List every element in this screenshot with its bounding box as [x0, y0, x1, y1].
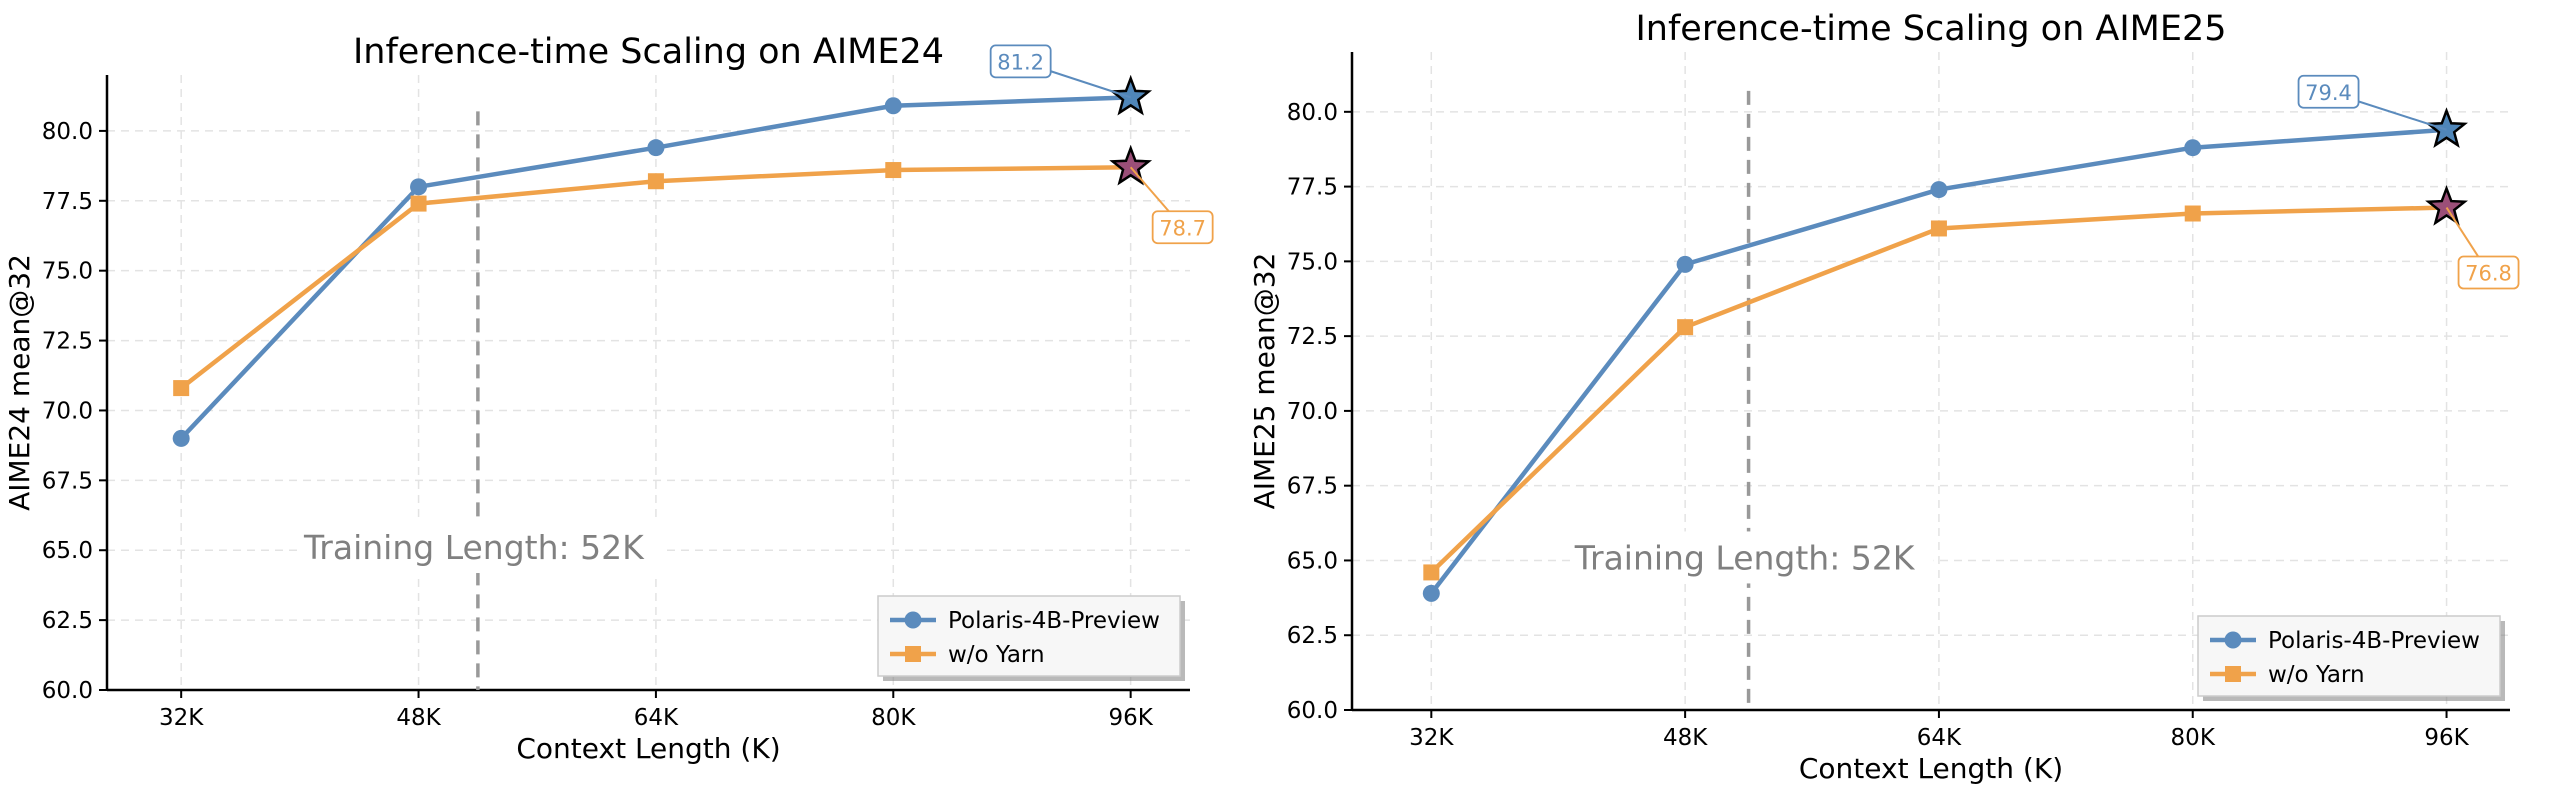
x-tick-label: 80K [871, 705, 916, 731]
data-point-yarn [173, 380, 190, 397]
y-tick-label: 67.5 [1287, 474, 1338, 500]
data-point-yarn [410, 195, 427, 212]
y-tick-label: 60.0 [42, 678, 93, 704]
data-point-yarn [1677, 319, 1694, 336]
data-point-polaris [410, 178, 428, 196]
y-tick-label: 72.5 [1287, 324, 1338, 350]
star-marker-yarn [2425, 184, 2468, 226]
x-axis-label: Context Length (K) [516, 732, 780, 765]
legend-marker-polaris [2224, 631, 2242, 649]
x-tick-label: 64K [634, 705, 679, 731]
y-tick-label: 70.0 [1287, 399, 1338, 425]
chart-title: Inference-time Scaling on AIME25 [1635, 9, 2226, 49]
training-length-label-bg [1573, 531, 1934, 584]
x-axis-label: Context Length (K) [1799, 752, 2063, 785]
training-length-label: Training Length: 52K [303, 528, 645, 567]
x-tick-label: 32K [1409, 725, 1454, 751]
y-tick-label: 77.5 [1287, 175, 1338, 201]
data-point-polaris [1930, 181, 1948, 199]
legend-marker-yarn [2225, 666, 2241, 682]
x-tick-label: 48K [396, 705, 441, 731]
data-point-yarn [647, 173, 664, 190]
chart-aime25: 60.0 62.5 65.0 67.5 70.0 72.5 75.0 77.5 80.0 32K 4… [1250, 9, 2520, 785]
data-point-polaris [2184, 139, 2202, 157]
annotation-label: 76.8 [2465, 262, 2512, 286]
x-tick-label: 96K [1108, 705, 1153, 731]
annotation-box [2297, 74, 2360, 109]
y-tick-label: 67.5 [42, 468, 93, 494]
legend-label: Polaris-4B-Preview [948, 608, 1160, 634]
legend-box [2197, 615, 2501, 697]
chart-title: Inference-time Scaling on AIME24 [353, 32, 944, 72]
y-tick-label: 75.0 [42, 259, 93, 285]
y-axis-label: AIME25 mean@32 [1250, 253, 1281, 510]
annotation-box [2457, 255, 2520, 290]
x-tick-label: 64K [1917, 725, 1962, 751]
y-tick-label: 62.5 [42, 608, 93, 634]
y-tick-label: 62.5 [1287, 623, 1338, 649]
y-tick-label: 80.0 [1287, 100, 1338, 126]
data-point-yarn [2184, 205, 2201, 222]
legend: Polaris-4B-Preview w/o Yarn [2197, 615, 2501, 697]
y-tick-label: 75.0 [1287, 249, 1338, 275]
data-point-yarn [885, 162, 902, 179]
y-tick-label: 77.5 [42, 189, 93, 215]
x-tick-label: 32K [159, 705, 204, 731]
legend-marker-polaris [904, 611, 922, 629]
annotation-box [989, 44, 1052, 79]
y-tick-label: 80.0 [42, 119, 93, 145]
legend-box [877, 595, 1181, 677]
star-marker-polaris [1109, 74, 1153, 116]
training-length-label: Training Length: 52K [1574, 538, 1916, 577]
legend: Polaris-4B-Preview w/o Yarn [877, 595, 1181, 677]
legend-label: Polaris-4B-Preview [2268, 628, 2480, 654]
star-marker-yarn [1109, 144, 1153, 186]
data-point-yarn [1930, 220, 1947, 237]
x-tick-label: 96K [2424, 725, 2469, 751]
y-tick-label: 65.0 [42, 538, 93, 564]
data-point-polaris [884, 97, 902, 115]
legend-label: w/o Yarn [948, 642, 1045, 668]
grid [1352, 52, 2510, 711]
annotation-label: 81.2 [997, 50, 1044, 74]
x-tick-label: 80K [2171, 725, 2216, 751]
y-tick-label: 60.0 [1287, 698, 1338, 724]
chart-aime24: 60.0 62.5 65.0 67.5 70.0 72.5 75.0 77.5 80.0 32K 4… [3, 32, 1214, 765]
annotation-box [1151, 210, 1214, 245]
y-axis-label: AIME24 mean@32 [3, 254, 36, 511]
legend-marker-yarn [905, 646, 921, 662]
y-tick-label: 72.5 [42, 329, 93, 355]
data-point-polaris [1676, 255, 1694, 273]
data-point-polaris [1422, 584, 1440, 602]
data-point-polaris [647, 139, 665, 157]
y-tick-label: 70.0 [42, 398, 93, 424]
x-tick-label: 48K [1663, 725, 1708, 751]
star-marker-polaris [2425, 107, 2468, 148]
training-length-label-bg [302, 521, 663, 574]
annotation-label: 78.7 [1159, 216, 1206, 240]
data-point-yarn [1423, 564, 1440, 581]
annotation-label: 79.4 [2305, 81, 2352, 105]
data-point-polaris [172, 429, 190, 447]
legend-label: w/o Yarn [2268, 662, 2365, 688]
y-tick-label: 65.0 [1287, 548, 1338, 574]
